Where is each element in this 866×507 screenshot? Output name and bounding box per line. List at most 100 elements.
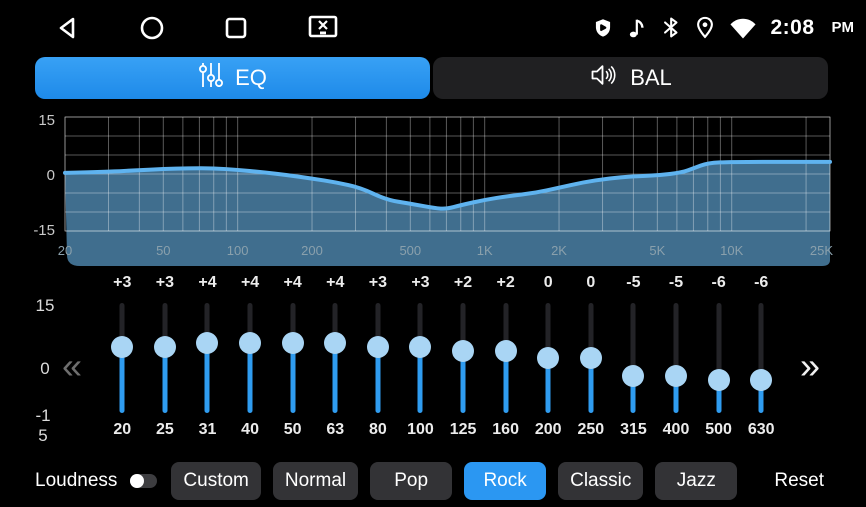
eq-bands: +3 20 +3 25 +4 31 bbox=[101, 270, 783, 439]
eq-band-handle[interactable] bbox=[324, 332, 347, 355]
eq-band-handle[interactable] bbox=[622, 365, 645, 388]
eq-band-slider[interactable] bbox=[239, 303, 262, 413]
eq-band-handle[interactable] bbox=[494, 339, 517, 362]
eq-band-freq-label: 25 bbox=[155, 421, 174, 438]
preset-button-classic[interactable]: Classic bbox=[558, 462, 644, 500]
preset-button-pop[interactable]: Pop bbox=[370, 462, 453, 500]
eq-band-gain-label: +4 bbox=[198, 274, 217, 291]
eq-band: +2 160 bbox=[484, 270, 527, 439]
eq-band-gain-label: +2 bbox=[453, 274, 473, 291]
eq-band-slider[interactable] bbox=[494, 303, 517, 413]
eq-band-slider[interactable] bbox=[196, 303, 219, 413]
clock-time: 2:08 bbox=[770, 15, 815, 39]
eq-band-slider[interactable] bbox=[366, 303, 389, 413]
tab-eq-label: EQ bbox=[235, 65, 267, 90]
eq-band-handle[interactable] bbox=[111, 336, 134, 358]
eq-band: +4 50 bbox=[271, 270, 314, 439]
eq-band-track-fill bbox=[375, 347, 381, 413]
eq-band-handle[interactable] bbox=[665, 365, 688, 388]
eq-band: +4 31 bbox=[186, 270, 229, 439]
eq-band-handle[interactable] bbox=[196, 332, 219, 355]
eq-band: 0 250 bbox=[570, 270, 613, 439]
eq-band-slider[interactable] bbox=[452, 303, 475, 413]
eq-band-handle[interactable] bbox=[153, 336, 176, 358]
eq-band-freq-label: 400 bbox=[662, 421, 690, 438]
reset-button[interactable]: Reset bbox=[774, 470, 824, 491]
eq-band-track-fill bbox=[460, 350, 466, 413]
eq-band: -5 315 bbox=[612, 270, 655, 439]
preset-button-custom[interactable]: Custom bbox=[171, 462, 261, 500]
svg-text:50: 50 bbox=[156, 243, 170, 258]
screenshot-icon[interactable] bbox=[307, 15, 339, 40]
location-icon bbox=[694, 15, 716, 40]
curve-line bbox=[63, 159, 832, 211]
tab-bal[interactable]: BAL bbox=[433, 57, 828, 99]
preset-button-jazz[interactable]: Jazz bbox=[655, 462, 738, 500]
eq-band-slider[interactable] bbox=[281, 303, 304, 413]
svg-text:200: 200 bbox=[301, 243, 323, 258]
speaker-icon bbox=[589, 62, 619, 94]
eq-band-handle[interactable] bbox=[366, 336, 389, 358]
eq-curve-svg: 20 50 100 200 500 1K 2K 5K 10K 25K bbox=[58, 116, 833, 266]
tab-eq[interactable]: EQ bbox=[35, 57, 430, 99]
eq-band: -5 400 bbox=[655, 270, 698, 439]
eq-band-track[interactable] bbox=[630, 303, 636, 413]
eq-band-freq-label: 80 bbox=[368, 421, 387, 438]
tab-bal-label: BAL bbox=[630, 65, 672, 90]
eq-band-track[interactable] bbox=[673, 303, 679, 413]
eq-band-slider[interactable] bbox=[750, 303, 773, 413]
eq-band-handle[interactable] bbox=[281, 332, 304, 355]
eq-band-handle[interactable] bbox=[452, 339, 475, 362]
android-nav-buttons bbox=[55, 15, 339, 41]
eq-band-handle[interactable] bbox=[409, 336, 432, 358]
eq-band-gain-label: +4 bbox=[326, 274, 345, 291]
eq-band-handle[interactable] bbox=[239, 332, 262, 355]
eq-band-slider[interactable] bbox=[153, 303, 176, 413]
svg-text:500: 500 bbox=[399, 243, 421, 258]
eq-band-slider[interactable] bbox=[324, 303, 347, 413]
eq-band-track[interactable] bbox=[716, 303, 722, 413]
eq-band: +3 100 bbox=[399, 270, 442, 439]
eq-band-slider[interactable] bbox=[579, 303, 602, 413]
scroll-right-icon[interactable]: » bbox=[800, 345, 821, 386]
eq-band: -6 630 bbox=[740, 270, 783, 439]
loudness-toggle[interactable] bbox=[130, 474, 158, 488]
eq-band-handle[interactable] bbox=[750, 369, 773, 391]
eq-band-gain-label: -5 bbox=[668, 274, 684, 291]
eq-band-handle[interactable] bbox=[579, 347, 602, 369]
eq-band-gain-label: +3 bbox=[411, 274, 430, 291]
svg-text:20: 20 bbox=[58, 243, 72, 258]
svg-text:10K: 10K bbox=[720, 243, 743, 258]
preset-button-rock[interactable]: Rock bbox=[464, 462, 547, 500]
recents-icon[interactable] bbox=[223, 15, 249, 41]
eq-band-track-fill bbox=[673, 376, 679, 413]
eq-response-graph: 15 0 -15 20 50 100 200 500 1K 2K 5K 10K 25K bbox=[0, 112, 866, 272]
eq-band-freq-label: 40 bbox=[241, 421, 259, 438]
curve-area-fill bbox=[65, 161, 830, 266]
svg-text:5K: 5K bbox=[649, 243, 665, 258]
eq-band-slider[interactable] bbox=[665, 303, 688, 413]
eq-band-slider[interactable] bbox=[537, 303, 560, 413]
back-icon[interactable] bbox=[55, 15, 81, 41]
eq-band-track[interactable] bbox=[758, 303, 764, 413]
eq-band-gain-label: +3 bbox=[368, 274, 387, 291]
eq-band-slider[interactable] bbox=[111, 303, 134, 413]
clock-period: PM bbox=[831, 19, 855, 36]
eq-band-handle[interactable] bbox=[707, 369, 730, 391]
eq-band-freq-label: 315 bbox=[620, 421, 647, 438]
eq-band-slider[interactable] bbox=[409, 303, 432, 413]
scroll-left-icon[interactable]: « bbox=[62, 345, 83, 386]
eq-band-track-fill bbox=[630, 376, 636, 413]
eq-band-freq-label: 500 bbox=[705, 421, 732, 438]
eq-band-handle[interactable] bbox=[537, 347, 560, 369]
home-icon[interactable] bbox=[139, 15, 165, 41]
eq-band-slider[interactable] bbox=[622, 303, 645, 413]
graph-ytick-15: 15 bbox=[38, 112, 55, 129]
eq-band-freq-label: 630 bbox=[747, 421, 775, 438]
eq-band-slider[interactable] bbox=[707, 303, 730, 413]
preset-button-normal[interactable]: Normal bbox=[272, 462, 359, 500]
eq-band-gain-label: +4 bbox=[283, 274, 302, 291]
eq-band: +3 20 bbox=[101, 270, 144, 439]
loudness-label: Loudness bbox=[35, 470, 118, 491]
